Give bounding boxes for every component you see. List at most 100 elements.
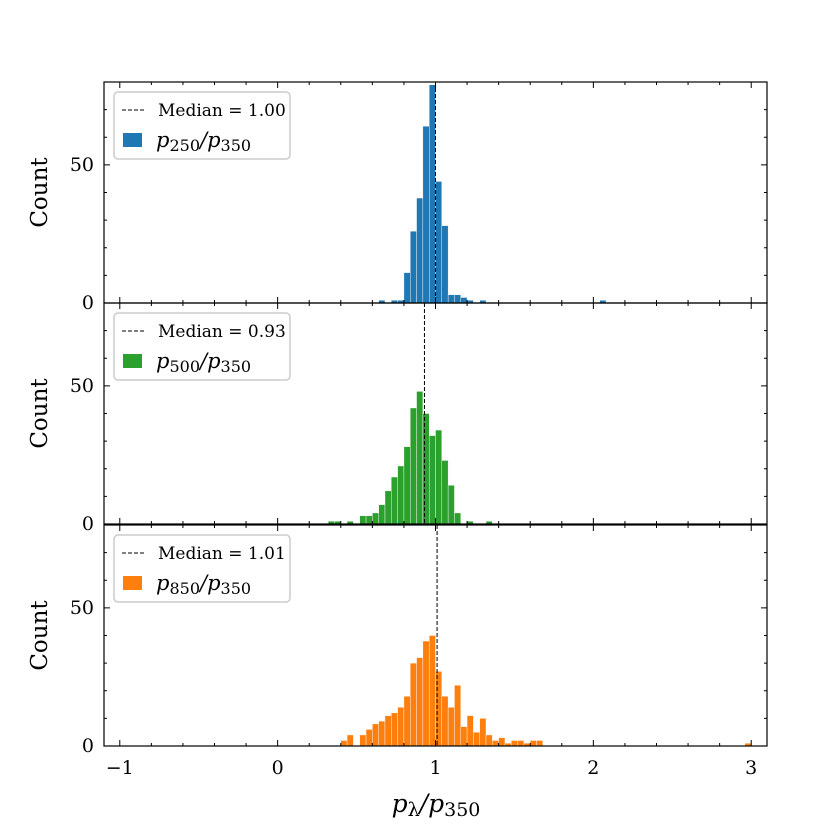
histogram-bar <box>384 715 392 747</box>
histogram-bar <box>359 734 367 747</box>
histogram-bar <box>410 407 417 525</box>
histogram-bar <box>416 391 424 525</box>
histogram-bar <box>428 635 436 747</box>
histogram-bar <box>536 740 544 747</box>
x-tick-label: 1 <box>429 757 441 779</box>
histogram-bar <box>422 125 430 304</box>
histogram-bar <box>441 696 449 747</box>
y-axis-label: Count <box>27 378 53 449</box>
y-tick-label: 50 <box>70 154 94 176</box>
histogram-bar <box>454 512 461 525</box>
histogram-bar <box>372 723 379 747</box>
shared-x-axis: −1 0 1 2 3 <box>106 757 757 779</box>
histogram-bar <box>378 720 386 747</box>
histogram-bar <box>416 657 424 747</box>
legend-series-label: p250/p350 <box>156 128 251 155</box>
histogram-bar <box>435 671 443 747</box>
x-axis-label-p: p <box>392 789 408 818</box>
y-tick-label: 0 <box>82 513 94 535</box>
legend-series-label-part: 250 <box>169 136 200 155</box>
histogram-bar <box>447 294 455 304</box>
histogram-bar <box>391 712 398 747</box>
x-tick-label: 3 <box>745 757 757 779</box>
legend-box <box>113 312 291 381</box>
histogram-bar <box>403 696 411 747</box>
legend-series-label-part: p <box>207 128 220 152</box>
histogram-bar <box>372 512 379 525</box>
y-tick-label: 0 <box>82 292 94 314</box>
legend-series-label-part: / <box>198 128 209 152</box>
histogram-bar <box>454 294 461 304</box>
plot-frame <box>103 524 768 747</box>
histogram-bar <box>403 446 411 525</box>
histogram-bar <box>473 731 480 747</box>
histogram-bar <box>479 718 487 747</box>
legend-series-swatch <box>123 354 142 368</box>
histogram-bar <box>397 707 405 747</box>
histogram-bar <box>435 181 443 304</box>
x-axis-label-sub-lambda: λ <box>408 799 420 821</box>
y-tick-label: 50 <box>70 597 94 619</box>
x-tick-label: 0 <box>272 757 284 779</box>
legend-series-label-part: 350 <box>221 579 252 598</box>
legend-series-label-part: / <box>198 571 209 595</box>
legend-box <box>113 91 291 160</box>
histogram-bar <box>346 734 354 747</box>
histogram-bar <box>511 740 518 747</box>
histogram-bar <box>454 685 461 747</box>
legend-series-label-part: p <box>156 571 169 595</box>
histogram-bar <box>498 737 506 747</box>
histogram-bar <box>410 662 417 747</box>
legend-series-swatch <box>123 133 142 147</box>
x-axis-label: pλ/p350 <box>392 789 481 821</box>
histogram-bar <box>441 225 449 304</box>
y-axis-label: Count <box>27 600 53 671</box>
legend-series-label-part: 350 <box>221 136 252 155</box>
x-axis-label-sub-350: 350 <box>444 799 480 821</box>
legend-series-label-part: p <box>156 349 169 373</box>
x-axis-label-slash: / <box>418 789 431 818</box>
histogram-bar <box>428 435 436 525</box>
histogram-bar <box>428 84 436 304</box>
legend-series-label-part: 350 <box>221 357 252 376</box>
y-tick-label: 50 <box>70 375 94 397</box>
histogram-bar <box>340 740 348 747</box>
legend-series-label-part: / <box>198 349 209 373</box>
histogram-bar <box>466 715 474 747</box>
histogram-bar <box>365 729 373 747</box>
histogram-bar <box>441 460 449 525</box>
histogram-bar <box>517 740 525 747</box>
histogram-bar <box>435 429 443 525</box>
legend-series-label-part: 500 <box>169 357 200 376</box>
legend-series-swatch <box>123 576 142 590</box>
histogram-bar <box>378 504 386 525</box>
histogram-bar <box>530 740 537 747</box>
x-tick-label: −1 <box>106 757 134 779</box>
histogram-bar <box>416 197 424 304</box>
y-tick-label: 0 <box>82 735 94 757</box>
plot-frame <box>103 302 768 525</box>
histogram-bar <box>485 734 493 747</box>
legend-series-label-part: 850 <box>169 579 200 598</box>
legend-median-label: Median = 1.01 <box>158 544 286 564</box>
legend-series-label: p500/p350 <box>156 349 251 376</box>
histogram-bar <box>492 740 499 747</box>
y-axis-label: Count <box>27 157 53 228</box>
legend-median-label: Median = 0.93 <box>158 322 286 342</box>
legend-box <box>113 534 291 603</box>
histogram-bar <box>403 272 411 304</box>
histogram-bar <box>359 515 367 525</box>
histogram-bar <box>365 515 373 525</box>
x-tick-label: 2 <box>587 757 599 779</box>
histogram-bar <box>447 485 455 525</box>
histogram-bar <box>460 297 468 304</box>
histogram-bar <box>422 413 430 525</box>
legend-series-label: p850/p350 <box>156 571 251 598</box>
histogram-bar <box>397 465 405 525</box>
histogram-bar <box>460 726 468 747</box>
